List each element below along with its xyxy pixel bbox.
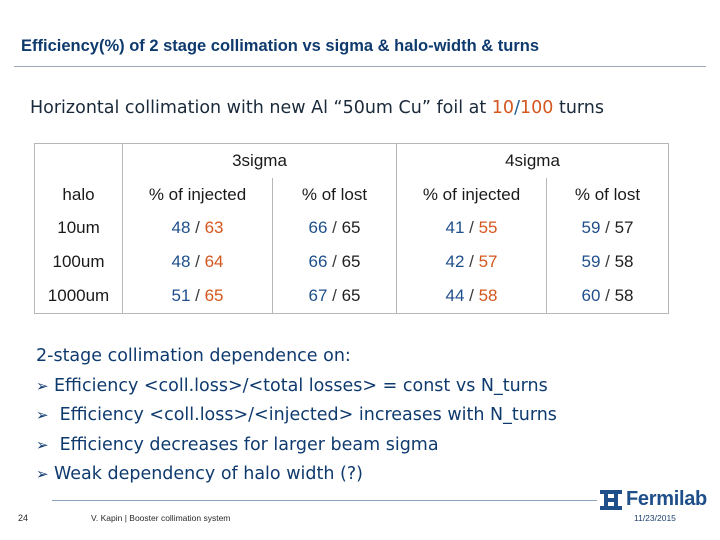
cell-3sigma-injected: 48 / 64 bbox=[122, 245, 273, 279]
cell-3sigma-lost: 66 / 65 bbox=[272, 245, 397, 279]
cell-value-primary: 60 bbox=[581, 286, 601, 305]
cell-value-primary: 41 bbox=[445, 218, 465, 237]
cell-separator: / bbox=[464, 252, 479, 271]
footer-author: V. Kapin | Booster collimation system bbox=[91, 513, 231, 523]
cell-value-primary: 67 bbox=[308, 286, 328, 305]
column-header-4sigma-lost: % of lost bbox=[546, 178, 669, 211]
cell-3sigma-lost: 67 / 65 bbox=[272, 279, 397, 314]
cell-4sigma-lost: 59 / 57 bbox=[546, 211, 669, 245]
conclusions-block: 2-stage collimation dependence on: ➢ Effi… bbox=[36, 342, 676, 490]
cell-value-primary: 59 bbox=[581, 218, 601, 237]
cell-separator: / bbox=[464, 286, 479, 305]
cell-separator: / bbox=[600, 252, 615, 271]
cell-separator: / bbox=[327, 286, 342, 305]
fermilab-logo-text: Fermilab bbox=[626, 488, 707, 510]
subtitle-prefix: Horizontal collimation with new Al “50um… bbox=[30, 98, 492, 118]
cell-separator: / bbox=[190, 286, 205, 305]
column-header-4sigma-injected: % of injected bbox=[396, 178, 547, 211]
cell-value-primary: 48 bbox=[171, 252, 191, 271]
halo-cell: 1000um bbox=[34, 279, 123, 314]
table-group-header-row: 3sigma 4sigma bbox=[34, 143, 669, 178]
cell-value-secondary: 64 bbox=[204, 252, 224, 271]
cell-value-secondary: 58 bbox=[614, 286, 634, 305]
conclusion-item: ➢ Weak dependency of halo width (?) bbox=[36, 460, 676, 490]
table-row: 10um 48 / 63 66 / 65 41 / 55 59 / 57 bbox=[34, 211, 669, 245]
cell-separator: / bbox=[464, 218, 479, 237]
title-divider bbox=[14, 66, 706, 67]
cell-separator: / bbox=[600, 218, 615, 237]
fermilab-logo: Fermilab bbox=[600, 488, 707, 511]
table-corner-cell bbox=[34, 143, 123, 178]
cell-value-primary: 44 bbox=[445, 286, 465, 305]
group-header-3sigma: 3sigma bbox=[122, 143, 397, 178]
cell-value-primary: 51 bbox=[171, 286, 191, 305]
conclusion-text: Efficiency decreases for larger beam sig… bbox=[54, 434, 439, 455]
fermilab-logo-icon bbox=[600, 489, 622, 510]
subtitle-slash: / bbox=[514, 98, 520, 118]
conclusion-text: Efficiency <coll.loss>/<total losses> = … bbox=[54, 375, 548, 396]
cell-value-secondary: 63 bbox=[204, 218, 224, 237]
cell-value-primary: 66 bbox=[308, 252, 328, 271]
arrow-bullet-icon: ➢ bbox=[36, 435, 49, 454]
cell-4sigma-lost: 59 / 58 bbox=[546, 245, 669, 279]
cell-value-primary: 42 bbox=[445, 252, 465, 271]
efficiency-table: 3sigma 4sigma halo % of injected % of lo… bbox=[34, 143, 669, 314]
cell-4sigma-injected: 41 / 55 bbox=[396, 211, 547, 245]
arrow-bullet-icon: ➢ bbox=[36, 406, 49, 424]
cell-value-secondary: 58 bbox=[614, 252, 634, 271]
cell-value-secondary: 57 bbox=[478, 252, 498, 271]
column-header-3sigma-injected: % of injected bbox=[122, 178, 273, 211]
cell-3sigma-injected: 51 / 65 bbox=[122, 279, 273, 314]
table-row: 100um 48 / 64 66 / 65 42 / 57 59 / 58 bbox=[34, 245, 669, 279]
cell-value-secondary: 58 bbox=[478, 286, 498, 305]
subtitle-suffix: turns bbox=[553, 98, 605, 118]
subtitle-turns-b: 100 bbox=[519, 98, 554, 118]
table-column-header-row: halo % of injected % of lost % of inject… bbox=[34, 178, 669, 211]
arrow-bullet-icon: ➢ bbox=[36, 465, 49, 483]
conclusion-item: ➢ Efficiency decreases for larger beam s… bbox=[36, 431, 676, 461]
cell-value-primary: 48 bbox=[171, 218, 191, 237]
footer-divider bbox=[52, 500, 597, 501]
cell-4sigma-injected: 44 / 58 bbox=[396, 279, 547, 314]
cell-value-secondary: 57 bbox=[614, 218, 634, 237]
conclusion-text: Efficiency <coll.loss>/<injected> increa… bbox=[54, 405, 557, 425]
arrow-bullet-icon: ➢ bbox=[36, 376, 49, 395]
cell-value-secondary: 65 bbox=[341, 218, 361, 237]
cell-separator: / bbox=[327, 252, 342, 271]
group-header-4sigma: 4sigma bbox=[396, 143, 669, 178]
cell-value-secondary: 65 bbox=[341, 252, 361, 271]
cell-value-secondary: 65 bbox=[204, 286, 224, 305]
conclusion-text: Weak dependency of halo width (?) bbox=[54, 464, 363, 484]
halo-cell: 10um bbox=[34, 211, 123, 245]
column-header-halo: halo bbox=[34, 178, 123, 211]
conclusion-item: ➢ Efficiency <coll.loss>/<total losses> =… bbox=[36, 372, 676, 402]
cell-value-secondary: 65 bbox=[341, 286, 361, 305]
subtitle-turns-a: 10 bbox=[491, 98, 515, 118]
cell-separator: / bbox=[190, 252, 205, 271]
conclusions-heading: 2-stage collimation dependence on: bbox=[36, 346, 351, 366]
table-row: 1000um 51 / 65 67 / 65 44 / 58 60 / 58 bbox=[34, 279, 669, 314]
table-body: 10um 48 / 63 66 / 65 41 / 55 59 / 57 100um 48 … bbox=[34, 211, 669, 314]
cell-4sigma-lost: 60 / 58 bbox=[546, 279, 669, 314]
slide-title: Efficiency(%) of 2 stage collimation vs … bbox=[21, 37, 540, 55]
cell-separator: / bbox=[190, 218, 205, 237]
cell-separator: / bbox=[600, 286, 615, 305]
column-header-3sigma-lost: % of lost bbox=[272, 178, 397, 211]
cell-4sigma-injected: 42 / 57 bbox=[396, 245, 547, 279]
page-number: 24 bbox=[18, 513, 29, 523]
cell-3sigma-lost: 66 / 65 bbox=[272, 211, 397, 245]
conclusion-item: ➢ Efficiency <coll.loss>/<injected> incr… bbox=[36, 401, 676, 431]
cell-3sigma-injected: 48 / 63 bbox=[122, 211, 273, 245]
halo-cell: 100um bbox=[34, 245, 123, 279]
cell-separator: / bbox=[327, 218, 342, 237]
slide-subtitle: Horizontal collimation with new Al “50um… bbox=[30, 98, 604, 118]
cell-value-primary: 66 bbox=[308, 218, 328, 237]
cell-value-secondary: 55 bbox=[478, 218, 498, 237]
conclusions-list: ➢ Efficiency <coll.loss>/<total losses> =… bbox=[36, 372, 676, 490]
footer-date: 11/23/2015 bbox=[634, 513, 676, 523]
cell-value-primary: 59 bbox=[581, 252, 601, 271]
